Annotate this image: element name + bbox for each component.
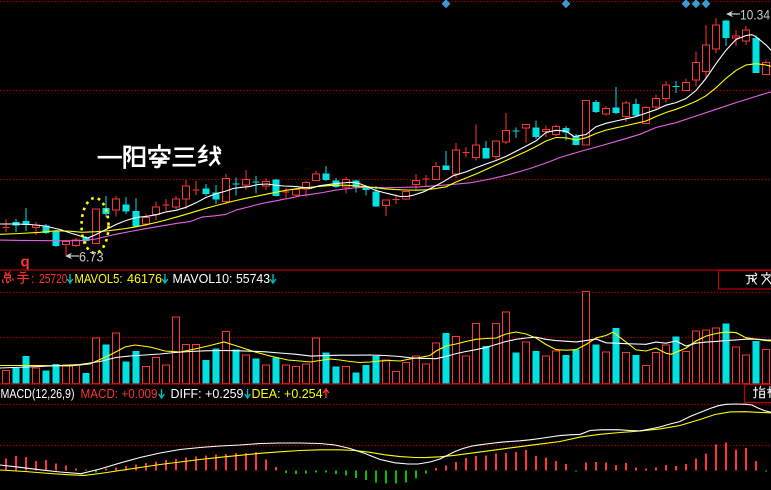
svg-text:MAVOL5:: MAVOL5: <box>75 272 123 286</box>
svg-text:MAVOL10:: MAVOL10: <box>173 272 233 286</box>
svg-text:DIFF: +0.259: DIFF: +0.259 <box>171 387 244 401</box>
svg-text:MACD(12,26,9): MACD(12,26,9) <box>1 387 75 401</box>
svg-text:MACD: +0.009: MACD: +0.009 <box>81 387 158 401</box>
svg-text:6.73: 6.73 <box>79 249 104 265</box>
svg-text:q: q <box>21 254 30 271</box>
svg-text:DEA: +0.254: DEA: +0.254 <box>252 387 323 401</box>
svg-text:46176: 46176 <box>127 271 162 286</box>
svg-text:55743: 55743 <box>236 271 270 286</box>
svg-text:25720: 25720 <box>39 271 68 286</box>
svg-text:10.34: 10.34 <box>740 7 770 23</box>
svg-text::: : <box>31 271 35 286</box>
